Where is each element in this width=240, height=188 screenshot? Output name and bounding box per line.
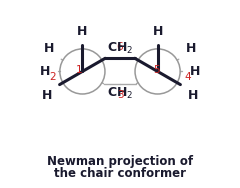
Text: 4: 4 [184,72,191,82]
Text: CH$_2$: CH$_2$ [107,41,133,56]
Text: 2: 2 [49,72,56,82]
Text: the chair conformer: the chair conformer [54,167,186,180]
Text: H: H [77,25,88,38]
Text: H: H [190,65,200,78]
Text: H: H [42,89,53,102]
Text: H: H [152,25,163,38]
Text: 5: 5 [153,65,159,75]
Text: H: H [187,89,198,102]
Text: CH$_2$: CH$_2$ [107,86,133,101]
Text: 6: 6 [117,42,123,52]
Text: Newman projection of: Newman projection of [47,155,193,168]
Text: H: H [44,42,54,55]
Text: 3: 3 [117,90,123,100]
Text: 1: 1 [76,65,82,75]
Text: H: H [40,65,50,78]
Text: H: H [186,42,196,55]
